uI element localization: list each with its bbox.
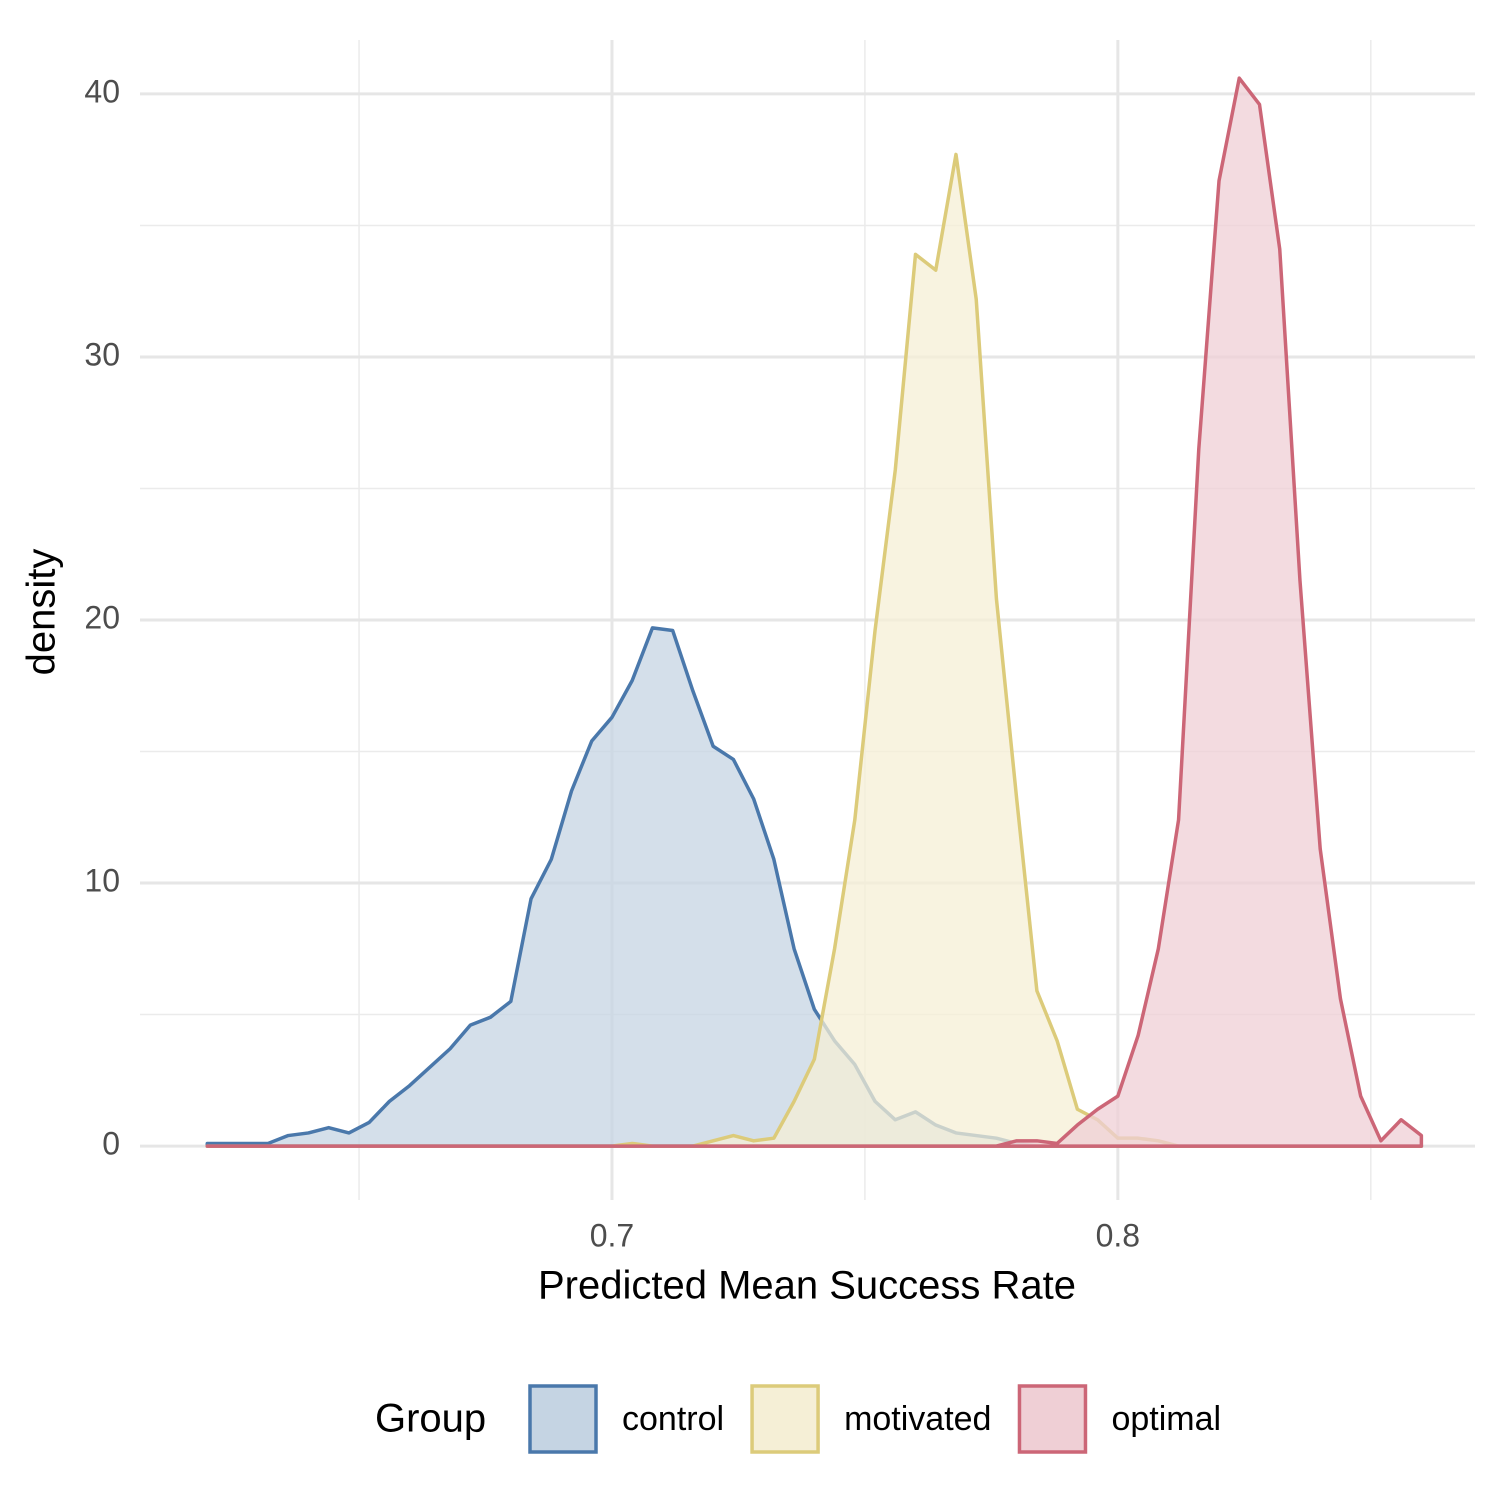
y-tick-label: 20 — [84, 599, 120, 635]
legend: control motivated optimal — [528, 1384, 1221, 1454]
y-tick-label: 10 — [84, 862, 120, 898]
y-tick-label: 0 — [102, 1126, 120, 1162]
legend-label: optimal — [1111, 1400, 1221, 1438]
x-tick-label: 0.8 — [1096, 1217, 1140, 1253]
x-axis-title: Predicted Mean Success Rate — [538, 1264, 1076, 1308]
legend-key — [528, 1384, 598, 1454]
legend-key — [1017, 1384, 1088, 1454]
y-tick-label: 40 — [84, 73, 120, 109]
legend-title: Group — [375, 1397, 486, 1441]
legend-label: motivated — [844, 1400, 991, 1438]
y-axis-title: density — [20, 549, 64, 676]
plot-marks — [205, 76, 1424, 1148]
density-area — [205, 76, 1424, 1148]
legend-key — [750, 1384, 820, 1454]
y-tick-label: 30 — [84, 336, 120, 372]
legend-label: control — [622, 1400, 724, 1438]
x-tick-label: 0.7 — [590, 1217, 634, 1253]
